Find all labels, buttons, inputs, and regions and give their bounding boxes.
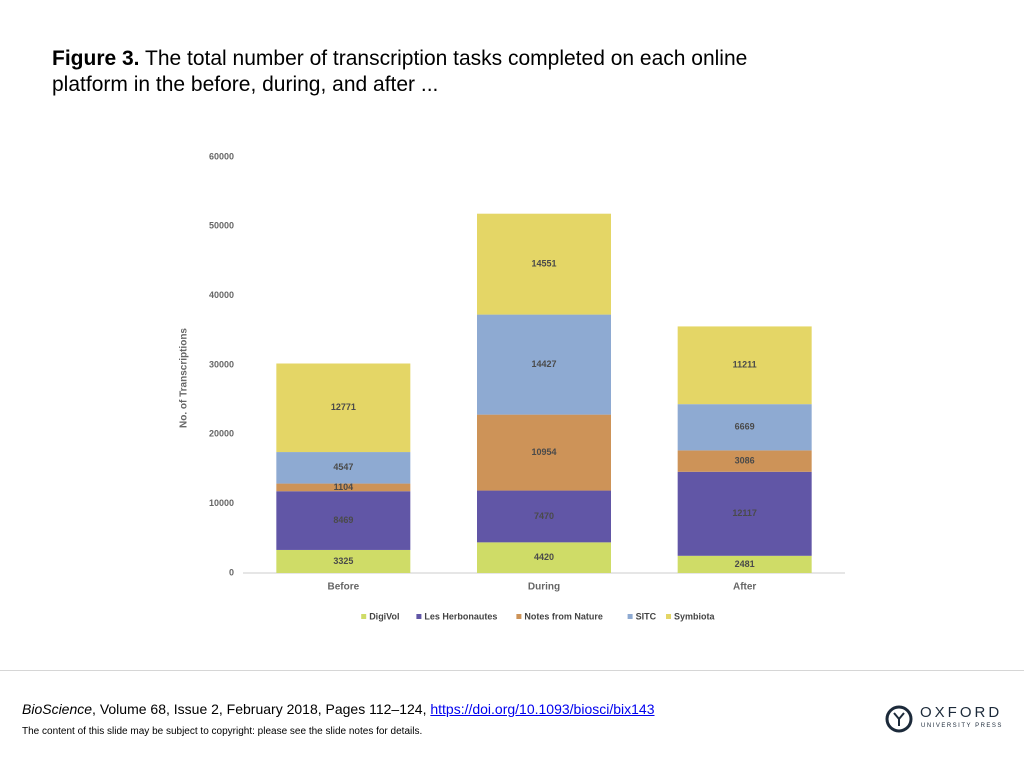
y-tick-label: 20000: [209, 429, 234, 439]
logo-subtitle: UNIVERSITY PRESS: [921, 723, 1003, 729]
bar-value-label: 3086: [735, 455, 755, 465]
bar-value-label: 2481: [735, 559, 755, 569]
legend-swatch: [666, 614, 671, 619]
bar-value-label: 4420: [534, 552, 554, 562]
y-tick-label: 50000: [209, 221, 234, 231]
legend-swatch: [361, 614, 367, 619]
legend-label: DigiVol: [369, 611, 399, 621]
figure-label: Figure 3.: [52, 47, 140, 70]
x-tick-label: Before: [327, 582, 359, 593]
bar-segment: [477, 542, 611, 573]
y-axis-label: No. of Transcriptions: [179, 328, 190, 428]
bar-value-label: 7470: [534, 511, 554, 521]
y-tick-label: 10000: [209, 498, 234, 508]
doi-link[interactable]: https://doi.org/10.1093/biosci/bix143: [430, 701, 655, 717]
logo-name: OXFORD: [920, 704, 1003, 721]
bar-segment: [677, 326, 812, 405]
copyright-notice: The content of this slide may be subject…: [22, 726, 423, 737]
citation-details: , Volume 68, Issue 2, February 2018, Pag…: [92, 701, 431, 717]
bar-value-label: 8469: [333, 515, 353, 525]
y-tick-label: 40000: [209, 290, 234, 300]
bar-value-label: 10954: [531, 447, 556, 457]
bar-segment: [677, 555, 812, 573]
legend-swatch: [516, 614, 522, 619]
bar-segment: [276, 452, 411, 484]
y-tick-label: 0: [229, 567, 234, 577]
x-tick-label: During: [528, 582, 560, 593]
bar-value-label: 1104: [334, 482, 354, 492]
bar-segment: [477, 213, 611, 315]
bar-segment: [677, 450, 812, 472]
bar-segment: [477, 414, 611, 491]
footer-divider: [0, 670, 1024, 671]
bar-value-label: 12117: [732, 508, 757, 518]
legend-label: Symbiota: [674, 611, 716, 621]
legend-label: Notes from Nature: [524, 611, 603, 621]
bar-segment: [276, 549, 411, 573]
legend-swatch: [627, 614, 633, 619]
oxford-ox-icon: [885, 705, 913, 733]
bar-segment: [677, 471, 812, 556]
bar-segment: [276, 483, 411, 492]
stacked-bar-chart: 0 10000 20000 30000 40000 50000 60000 No. of Tr…: [179, 151, 845, 621]
legend-label: SITC: [636, 611, 657, 621]
legend-label: Les Herbonautes: [424, 611, 497, 621]
bar-value-label: 6669: [735, 422, 755, 432]
y-tick-label: 30000: [209, 359, 234, 369]
journal-name: BioScience: [22, 701, 93, 717]
bar-value-label: 14551: [531, 259, 556, 269]
legend-swatch: [416, 614, 422, 619]
x-tick-label: After: [733, 582, 756, 593]
bar-segment: [276, 363, 411, 453]
bar-segment: [477, 314, 611, 415]
bar-value-label: 14427: [531, 359, 556, 369]
citation: BioScience, Volume 68, Issue 2, February…: [22, 701, 655, 717]
figure-caption-text: The total number of transcription tasks …: [52, 47, 748, 96]
bar-segment: [677, 404, 812, 451]
bar-value-label: 3325: [333, 556, 353, 566]
bar-value-label: 11211: [733, 360, 757, 370]
oxford-logo[interactable]: OXFORD UNIVERSITY PRESS: [884, 703, 1004, 737]
bar-segment: [477, 490, 611, 543]
bar-segment: [276, 491, 411, 550]
figure-caption: Figure 3. The total number of transcript…: [52, 46, 752, 98]
y-tick-label: 60000: [209, 151, 234, 161]
bar-value-label: 12771: [331, 402, 356, 412]
bar-value-label: 4547: [333, 462, 353, 472]
